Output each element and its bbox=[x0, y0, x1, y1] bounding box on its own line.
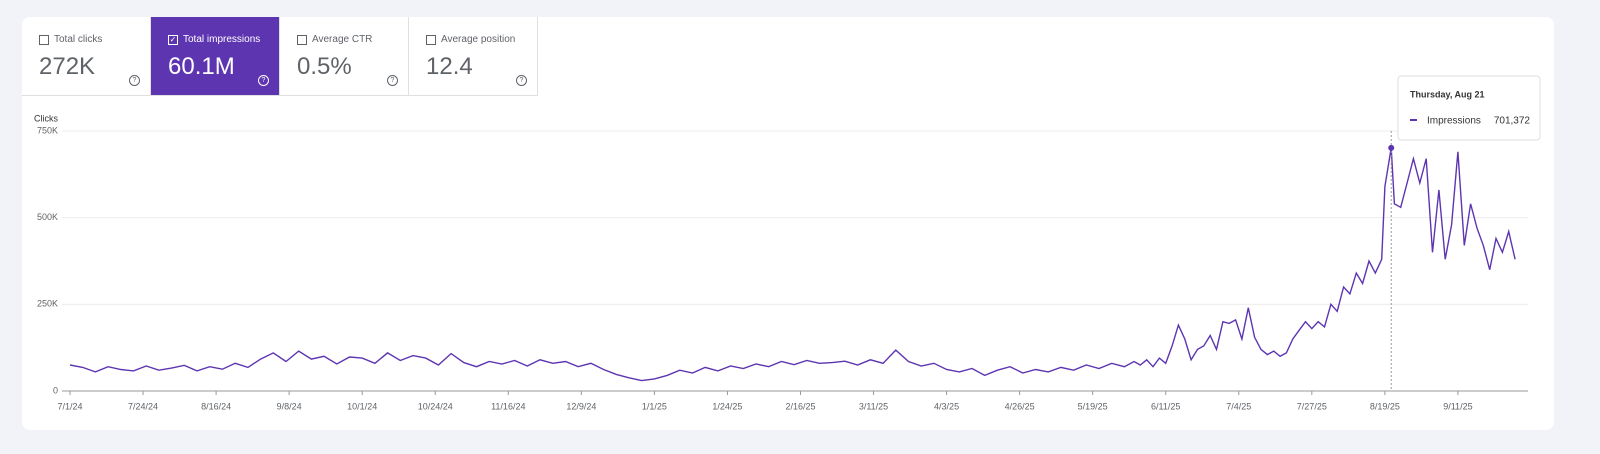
metric-value: 12.4 bbox=[426, 53, 473, 80]
metric-tab[interactable]: ✓ Total impressions 60.1M? bbox=[151, 17, 280, 96]
metric-value: 60.1M bbox=[168, 53, 235, 80]
x-tick-label: 9/11/25 bbox=[1443, 401, 1472, 411]
checkbox bbox=[297, 35, 307, 45]
y-tick-label: 0 bbox=[53, 385, 58, 395]
x-tick-label: 7/27/25 bbox=[1297, 401, 1327, 411]
metric-label: Total impressions bbox=[183, 34, 261, 45]
help-icon: ? bbox=[258, 75, 269, 86]
x-tick-label: 10/1/24 bbox=[347, 401, 377, 411]
help-icon: ? bbox=[516, 75, 527, 86]
metric-label: Average position bbox=[441, 34, 516, 45]
metric-label: Average CTR bbox=[312, 34, 373, 45]
x-tick-label: 8/16/24 bbox=[201, 401, 231, 411]
x-tick-label: 3/11/25 bbox=[859, 401, 888, 411]
x-tick-label: 10/24/24 bbox=[418, 401, 453, 411]
x-tick-label: 1/1/25 bbox=[642, 401, 667, 411]
impressions-line bbox=[69, 147, 1516, 382]
x-tick-label: 7/24/24 bbox=[128, 401, 158, 411]
performance-card: Total clicks 272K? ✓ Total impressions 60.1M… bbox=[22, 17, 1554, 430]
hover-point bbox=[1388, 144, 1395, 151]
metric-value: 0.5% bbox=[297, 53, 352, 80]
x-tick-label: 6/11/25 bbox=[1151, 401, 1180, 411]
help-icon: ? bbox=[129, 75, 140, 86]
metric-tab[interactable]: Average CTR 0.5%? bbox=[280, 17, 409, 96]
tooltip-value: 701,372 bbox=[1494, 116, 1531, 127]
x-tick-label: 12/9/24 bbox=[566, 401, 596, 411]
metric-tab[interactable]: Average position 12.4? bbox=[409, 17, 538, 96]
tooltip-title: Thursday, Aug 21 bbox=[1410, 89, 1485, 99]
metric-value: 272K bbox=[39, 53, 96, 80]
y-axis-label: Clicks bbox=[34, 113, 58, 123]
metric-tab[interactable]: Total clicks 272K? bbox=[22, 17, 151, 96]
metric-label: Total clicks bbox=[54, 34, 103, 45]
checkbox: ✓ bbox=[168, 35, 178, 45]
checkbox bbox=[426, 35, 436, 45]
tooltip-box bbox=[1397, 75, 1541, 141]
x-tick-label: 4/26/25 bbox=[1005, 401, 1035, 411]
y-tick-label: 250K bbox=[37, 299, 58, 309]
y-tick-label: 750K bbox=[37, 125, 58, 135]
x-tick-label: 2/16/25 bbox=[785, 401, 815, 411]
x-tick-label: 1/24/25 bbox=[712, 401, 742, 411]
x-tick-label: 7/4/25 bbox=[1226, 401, 1251, 411]
tooltip-swatch bbox=[1410, 119, 1417, 121]
y-tick-label: 500K bbox=[37, 212, 58, 222]
tooltip: Thursday, Aug 21 Impressions 701,372 bbox=[1397, 75, 1541, 141]
x-tick-label: 11/16/24 bbox=[491, 401, 525, 411]
x-tick-label: 5/19/25 bbox=[1078, 401, 1108, 411]
x-tick-label: 9/8/24 bbox=[277, 401, 302, 411]
checkbox bbox=[39, 35, 49, 45]
x-tick-label: 4/3/25 bbox=[934, 401, 959, 411]
tooltip-series: Impressions bbox=[1427, 116, 1481, 127]
x-tick-label: 8/19/25 bbox=[1370, 401, 1400, 411]
x-tick-label: 7/1/24 bbox=[57, 401, 82, 411]
help-icon: ? bbox=[387, 75, 398, 86]
